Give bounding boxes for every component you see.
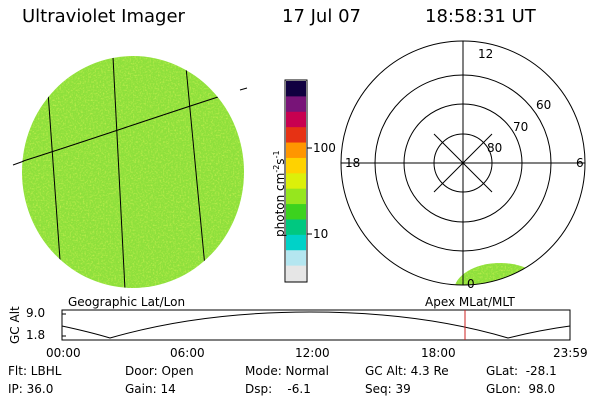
colorbar-unit-label: photon cm-2s-1	[272, 150, 287, 237]
mode-readout: Mode: Normal	[245, 364, 329, 378]
timeline-x-tick: 18:00	[421, 346, 456, 360]
door-readout: Door: Open	[125, 364, 194, 378]
unit-base: photon cm	[273, 172, 287, 237]
colorbar-tick-label: 100	[313, 141, 336, 155]
colorbar-segment	[286, 234, 306, 251]
timeline-x-tick: 12:00	[295, 346, 330, 360]
lat-label-70: 70	[513, 120, 529, 134]
timeline-x-tick: 06:00	[170, 346, 205, 360]
date-readout: 17 Jul 07	[282, 6, 361, 27]
orbit-altitude-plot	[61, 309, 571, 341]
colorbar-segment	[286, 96, 306, 113]
timeline-y-axis-label: GC Alt	[8, 306, 22, 344]
timeline-y-tick: 1.8	[26, 328, 46, 342]
mlt-label-18: 18	[345, 156, 361, 170]
glat-readout: GLat: -28.1	[486, 364, 557, 378]
colorbar-segment	[286, 173, 306, 190]
mlt-label-6: 6	[576, 156, 584, 170]
colorbar-segment	[286, 111, 306, 128]
timeline-right-label: Apex MLat/MLT	[425, 295, 515, 309]
colorbar-segment	[286, 204, 306, 220]
app-title: Ultraviolet Imager	[22, 6, 185, 27]
longitude-line	[185, 66, 208, 288]
timeline-y-tick: 9.0	[26, 306, 46, 320]
longitude-line	[45, 63, 63, 288]
colorbar-segment	[286, 127, 306, 144]
colorbar-segment	[286, 219, 306, 236]
gc-alt-readout: GC Alt: 4.3 Re	[365, 364, 449, 378]
unit-exp1: -2	[272, 164, 281, 173]
dsp-readout: Dsp: -6.1	[245, 382, 311, 396]
unit-s: s	[273, 158, 287, 165]
longitude-line	[112, 56, 126, 288]
mlt-label-12: 12	[478, 47, 494, 61]
lat-label-60: 60	[536, 98, 552, 112]
latitude-line	[22, 87, 244, 163]
colorbar-segment	[286, 188, 306, 205]
earth-image-disk	[12, 56, 248, 288]
colorbar-segment	[286, 157, 306, 174]
glon-readout: GLon: 98.0	[486, 382, 556, 396]
time-readout: 18:58:31 UT	[425, 6, 536, 27]
polar-plot	[340, 40, 586, 286]
mlt-label-0: 0	[467, 277, 475, 291]
unit-exp2: -1	[272, 150, 281, 159]
filter-readout: Flt: LBHL	[8, 364, 62, 378]
timeline-x-tick: 23:59	[553, 346, 588, 360]
color-scale-bar	[284, 79, 312, 283]
timeline-x-tick: 00:00	[46, 346, 81, 360]
colorbar-segment	[286, 142, 306, 159]
ip-readout: IP: 36.0	[8, 382, 54, 396]
colorbar-tick-label: 10	[313, 227, 329, 241]
lat-label-80: 80	[487, 141, 503, 155]
colorbar-segment	[286, 250, 306, 267]
gain-readout: Gain: 14	[125, 382, 176, 396]
seq-readout: Seq: 39	[365, 382, 411, 396]
colorbar-segment	[286, 265, 306, 282]
altitude-curve	[61, 311, 571, 339]
colorbar-segment	[286, 81, 306, 97]
timeline-left-label: Geographic Lat/Lon	[68, 295, 186, 309]
